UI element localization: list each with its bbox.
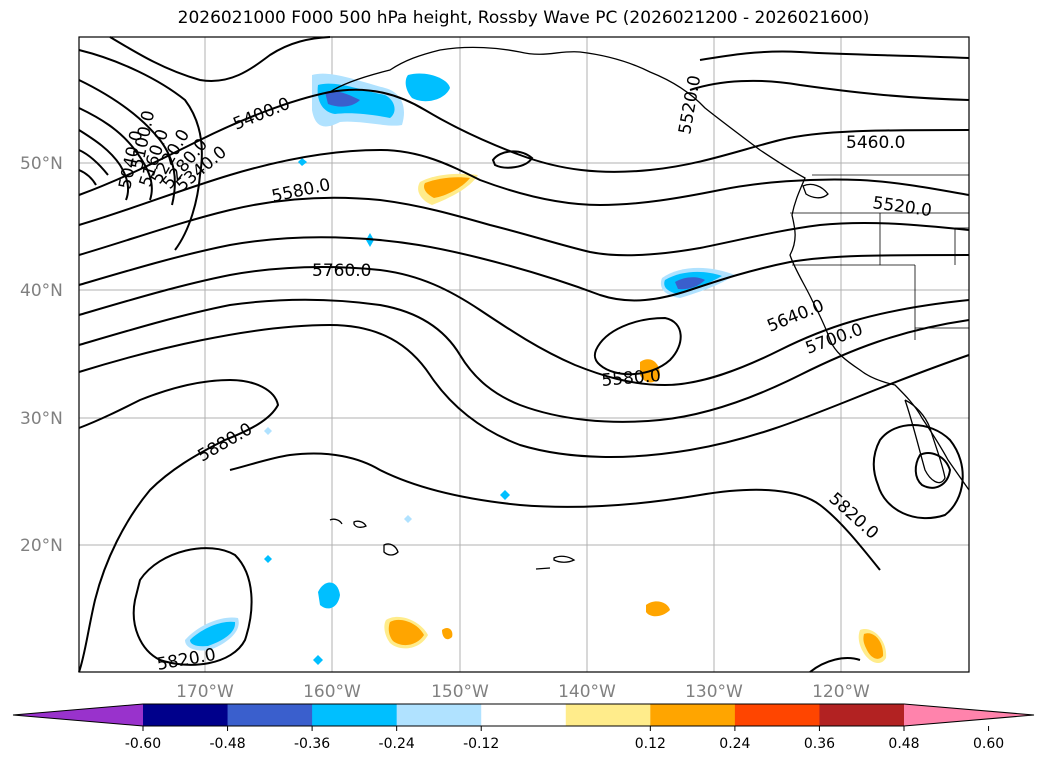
lon-label-130w: 130°W — [685, 682, 743, 702]
coastline-north-america — [329, 46, 970, 491]
map-background — [79, 37, 969, 672]
lat-label-20n: 20°N — [20, 536, 63, 556]
anomaly-patch-pos-hawaii-core — [388, 619, 424, 646]
colorbar-tick-label: 0.60 — [973, 736, 1004, 752]
colorbar-segment — [227, 704, 313, 726]
contour-line-1 — [78, 49, 203, 251]
contour-line-7 — [109, 36, 331, 82]
contour-line-14 — [78, 323, 970, 458]
anomaly-patch-neg-central — [318, 582, 340, 609]
anomaly-patch-pos-small — [442, 627, 453, 640]
anomaly-patch-neg-gulf — [405, 73, 450, 102]
colorbar-tick-label: -0.36 — [294, 736, 330, 752]
contour-line-3 — [78, 107, 153, 201]
colorbar-tick-label: 0.12 — [635, 736, 666, 752]
colorbar-extend-min — [13, 704, 143, 726]
contour-line-high-sw — [132, 547, 253, 666]
colorbar: -0.60 -0.48 -0.36 -0.24 -0.12 0.12 0.24 0.36 0.4… — [12, 703, 1035, 752]
anomaly-patch-dot-5 — [313, 655, 323, 665]
contour-line-10 — [78, 196, 970, 257]
lat-label-40n: 40°N — [20, 281, 63, 301]
coastline-baja — [904, 399, 946, 484]
map-frame — [78, 36, 970, 673]
colorbar-tick-label: -0.12 — [463, 736, 499, 752]
lon-label-150w: 150°W — [431, 682, 489, 702]
contour-line-12 — [78, 266, 970, 387]
contour-line-4 — [78, 129, 129, 201]
colorbar-segment — [650, 704, 736, 726]
coastline-island-2 — [535, 567, 551, 570]
contour-line-high-e-inner — [914, 452, 952, 489]
colorbar-segment — [396, 704, 482, 726]
colorbar-segment — [565, 704, 651, 726]
contour-line-8 — [78, 88, 970, 196]
anomaly-patch-neg-alaska-deep — [325, 90, 360, 107]
contour-label-5760: 5760.0 — [312, 261, 371, 281]
lon-label-140w: 140°W — [558, 682, 616, 702]
contour-line-11 — [78, 236, 970, 302]
contour-line-low-closed — [593, 316, 682, 376]
colorbar-tick-label: 0.36 — [804, 736, 835, 752]
anomaly-shading — [185, 73, 887, 665]
coastline-hawaii-big — [383, 543, 399, 556]
colorbar-tick-label: 0.48 — [888, 736, 919, 752]
contour-line-9 — [78, 148, 970, 226]
latitude-labels: 50°N 40°N 30°N 20°N — [20, 154, 63, 556]
colorbar-extend-max — [904, 704, 1034, 726]
contour-line-13 — [78, 298, 970, 423]
contour-line-high-e — [872, 424, 964, 520]
lon-label-170w: 170°W — [176, 682, 234, 702]
contour-line-5 — [78, 149, 109, 176]
longitude-labels: 170°W 160°W 150°W 140°W 130°W 120°W — [176, 682, 870, 702]
coastlines — [329, 46, 970, 570]
colorbar-segment — [734, 704, 820, 726]
contour-line-16 — [229, 452, 881, 571]
political-borders — [790, 174, 969, 340]
lat-label-50n: 50°N — [20, 154, 63, 174]
height-contours — [78, 36, 970, 673]
lat-label-30n: 30°N — [20, 409, 63, 429]
coastline-vancouver — [802, 183, 829, 199]
anomaly-patch-dot-4 — [264, 427, 272, 435]
contour-line-small-closed — [491, 150, 534, 169]
colorbar-tick-label: -0.60 — [125, 736, 161, 752]
colorbar-segment — [481, 704, 567, 726]
lon-label-160w: 160°W — [303, 682, 361, 702]
contour-line-south-edge — [809, 657, 861, 673]
figure-title: 2026021000 F000 500 hPa height, Rossby W… — [177, 8, 870, 28]
anomaly-patch-dot-1 — [500, 490, 510, 500]
coastline-island-1 — [553, 555, 576, 563]
colorbar-segment — [143, 704, 229, 726]
anomaly-patch-pos-north-core — [424, 177, 470, 198]
anomaly-patch-neg-sw-core — [190, 621, 236, 647]
colorbar-tick-label: 0.24 — [719, 736, 750, 752]
contour-line-15 — [78, 378, 280, 673]
contour-line-north-edge-2 — [689, 79, 970, 101]
coastline-hawaii-oahu — [329, 518, 343, 525]
anomaly-patch-pos-se-core — [863, 633, 884, 659]
anomaly-patch-dot-2 — [404, 515, 412, 523]
anomaly-patch-pos-mid — [646, 601, 670, 617]
contour-line-north-edge — [699, 50, 970, 61]
colorbar-segment — [819, 704, 905, 726]
gridlines — [79, 37, 969, 672]
anomaly-patch-dot-3 — [264, 555, 272, 563]
contour-line-6 — [78, 169, 97, 186]
colorbar-segment — [312, 704, 398, 726]
coastline-hawaii-maui — [353, 520, 367, 528]
anomaly-patch-dot-7 — [298, 158, 307, 166]
colorbar-tick-label: -0.24 — [379, 736, 415, 752]
contour-label-5460: 5460.0 — [846, 133, 905, 153]
lon-label-120w: 120°W — [812, 682, 870, 702]
anomaly-patch-neg-east-deep — [675, 277, 705, 290]
contour-line-2 — [78, 79, 176, 206]
colorbar-tick-label: -0.48 — [209, 736, 245, 752]
